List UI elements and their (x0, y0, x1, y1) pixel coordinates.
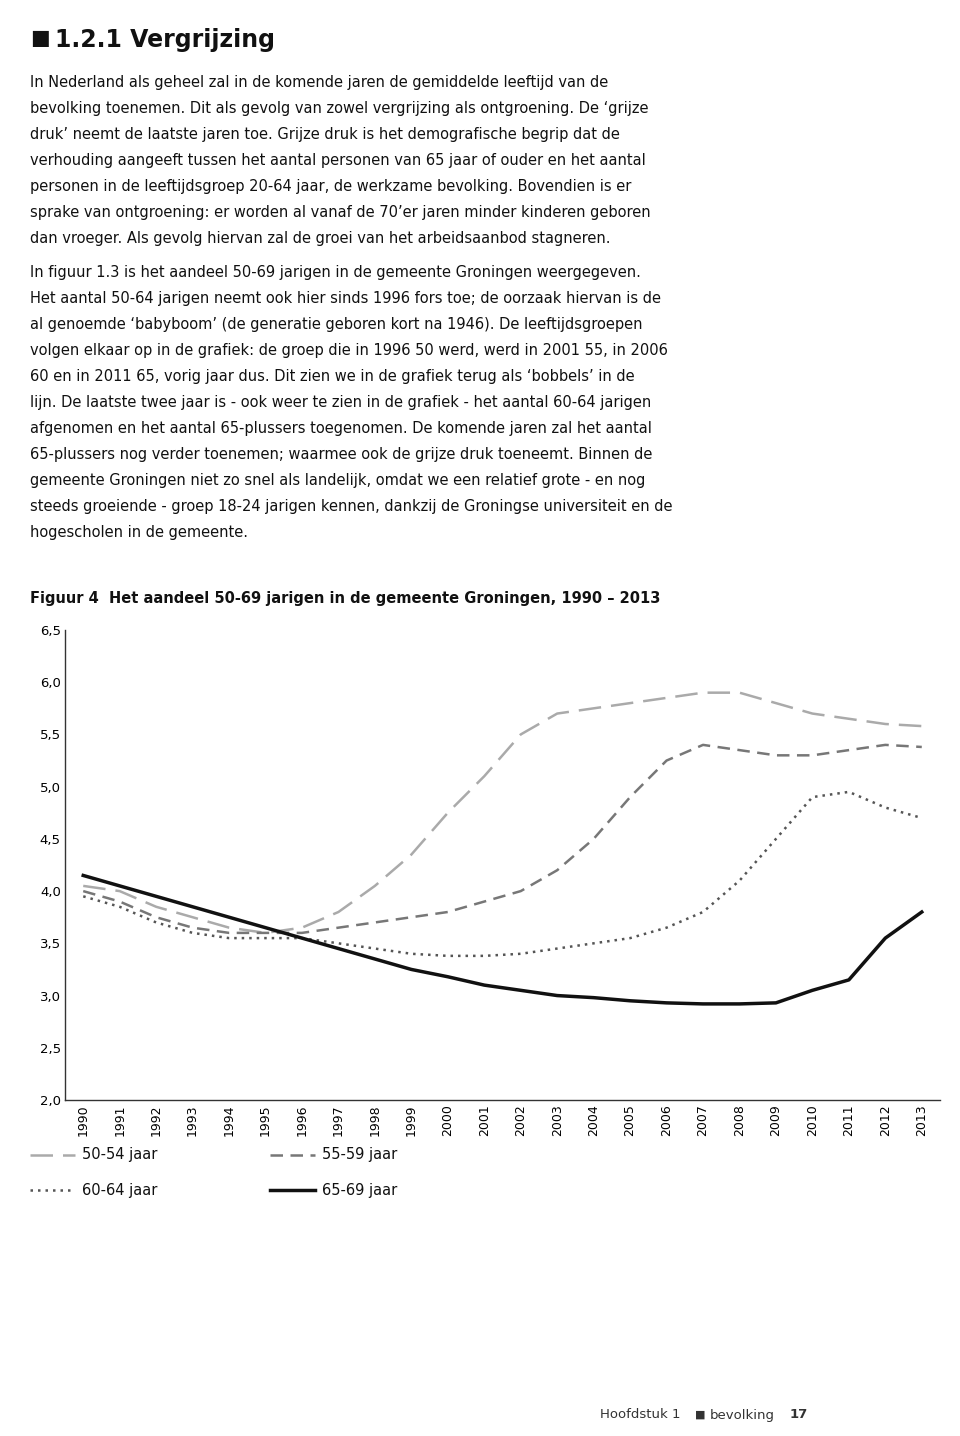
Text: 50-54 jaar: 50-54 jaar (82, 1147, 157, 1163)
Text: afgenomen en het aantal 65-plussers toegenomen. De komende jaren zal het aantal: afgenomen en het aantal 65-plussers toeg… (30, 421, 652, 437)
Text: steeds groeiende - groep 18-24 jarigen kennen, dankzij de Groningse universiteit: steeds groeiende - groep 18-24 jarigen k… (30, 498, 673, 514)
Text: 55-59 jaar: 55-59 jaar (322, 1147, 397, 1163)
Text: 65-69 jaar: 65-69 jaar (322, 1182, 397, 1198)
Text: dan vroeger. Als gevolg hiervan zal de groei van het arbeidsaanbod stagneren.: dan vroeger. Als gevolg hiervan zal de g… (30, 231, 611, 246)
Text: 1.2.1 Vergrijzing: 1.2.1 Vergrijzing (55, 27, 275, 52)
Text: 60 en in 2011 65, vorig jaar dus. Dit zien we in de grafiek terug als ‘bobbels’ : 60 en in 2011 65, vorig jaar dus. Dit zi… (30, 369, 635, 383)
Text: volgen elkaar op in de grafiek: de groep die in 1996 50 werd, werd in 2001 55, i: volgen elkaar op in de grafiek: de groep… (30, 343, 668, 358)
Text: lijn. De laatste twee jaar is - ook weer te zien in de grafiek - het aantal 60-6: lijn. De laatste twee jaar is - ook weer… (30, 395, 651, 411)
Text: In figuur 1.3 is het aandeel 50-69 jarigen in de gemeente Groningen weergegeven.: In figuur 1.3 is het aandeel 50-69 jarig… (30, 266, 641, 280)
Text: 17: 17 (790, 1409, 808, 1422)
Text: druk’ neemt de laatste jaren toe. Grijze druk is het demografische begrip dat de: druk’ neemt de laatste jaren toe. Grijze… (30, 126, 620, 142)
Text: hogescholen in de gemeente.: hogescholen in de gemeente. (30, 526, 248, 540)
Text: verhouding aangeeft tussen het aantal personen van 65 jaar of ouder en het aanta: verhouding aangeeft tussen het aantal pe… (30, 154, 646, 168)
Text: Figuur 4  Het aandeel 50-69 jarigen in de gemeente Groningen, 1990 – 2013: Figuur 4 Het aandeel 50-69 jarigen in de… (30, 592, 660, 606)
Text: In Nederland als geheel zal in de komende jaren de gemiddelde leeftijd van de: In Nederland als geheel zal in de komend… (30, 75, 609, 90)
Text: Het aantal 50-64 jarigen neemt ook hier sinds 1996 fors toe; de oorzaak hiervan : Het aantal 50-64 jarigen neemt ook hier … (30, 292, 661, 306)
Text: sprake van ontgroening: er worden al vanaf de 70’er jaren minder kinderen gebore: sprake van ontgroening: er worden al van… (30, 205, 651, 220)
Text: gemeente Groningen niet zo snel als landelijk, omdat we een relatief grote - en : gemeente Groningen niet zo snel als land… (30, 472, 645, 488)
Text: 60-64 jaar: 60-64 jaar (82, 1182, 157, 1198)
Text: Hoofdstuk 1: Hoofdstuk 1 (600, 1409, 681, 1422)
Text: 65-plussers nog verder toenemen; waarmee ook de grijze druk toeneemt. Binnen de: 65-plussers nog verder toenemen; waarmee… (30, 447, 653, 462)
Text: bevolking toenemen. Dit als gevolg van zowel vergrijzing als ontgroening. De ‘gr: bevolking toenemen. Dit als gevolg van z… (30, 101, 649, 116)
Text: al genoemde ‘babyboom’ (de generatie geboren kort na 1946). De leeftijdsgroepen: al genoemde ‘babyboom’ (de generatie geb… (30, 317, 642, 332)
Text: bevolking: bevolking (710, 1409, 775, 1422)
Text: ■: ■ (30, 27, 50, 47)
Text: personen in de leeftijdsgroep 20-64 jaar, de werkzame bevolking. Bovendien is er: personen in de leeftijdsgroep 20-64 jaar… (30, 180, 632, 194)
Text: ■: ■ (695, 1410, 706, 1420)
